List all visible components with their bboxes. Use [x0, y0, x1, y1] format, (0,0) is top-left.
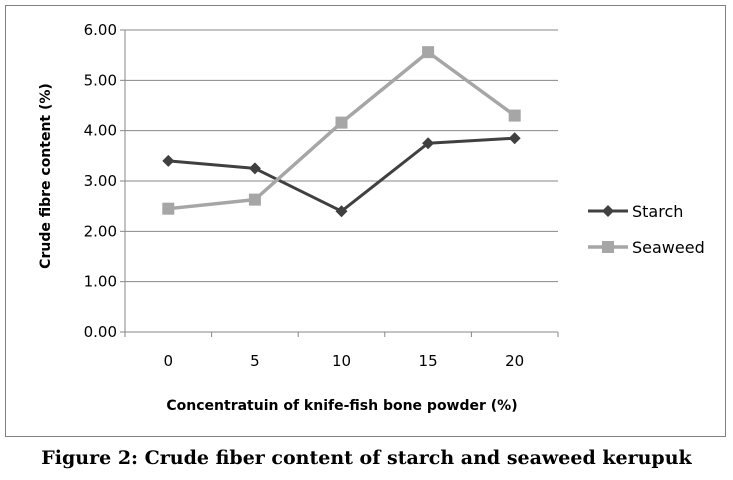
legend-label-starch: Starch — [632, 202, 683, 221]
data-point-starch — [508, 132, 521, 145]
data-point-seaweed — [162, 202, 175, 215]
line-chart: 0.00 1.00 2.00 3.00 4.00 5.00 6.00 0 5 10 15 20 St… — [38, 21, 705, 414]
x-tick-label: 0 — [164, 352, 174, 370]
axes — [120, 29, 559, 337]
y-tick-labels: 0.00 1.00 2.00 3.00 4.00 5.00 6.00 — [84, 21, 117, 341]
y-tick-label: 6.00 — [84, 21, 117, 39]
y-axis-title: Crude fibre content (%) — [38, 83, 54, 269]
x-tick-labels: 0 5 10 15 20 — [164, 352, 525, 370]
x-tick-label: 10 — [332, 352, 351, 370]
data-point-seaweed — [422, 46, 435, 59]
x-tick-label: 20 — [505, 352, 524, 370]
y-tick-label: 4.00 — [84, 122, 117, 140]
data-point-starch — [335, 205, 348, 218]
data-point-starch — [248, 162, 261, 175]
legend-marker-starch — [602, 205, 614, 217]
y-tick-label: 5.00 — [84, 71, 117, 89]
chart-frame: 0.00 1.00 2.00 3.00 4.00 5.00 6.00 0 5 10 15 20 St… — [5, 5, 726, 437]
data-point-starch — [422, 137, 435, 150]
data-point-seaweed — [508, 109, 521, 122]
series-group — [162, 46, 521, 218]
x-axis-title: Concentratuin of knife-fish bone powder … — [166, 398, 517, 414]
legend: Starch Seaweed — [588, 202, 705, 257]
y-tick-label: 2.00 — [84, 222, 117, 240]
data-point-seaweed — [248, 193, 261, 206]
data-point-starch — [162, 154, 175, 167]
series-line-starch — [168, 136, 515, 213]
data-point-seaweed — [335, 116, 348, 129]
figure-caption: Figure 2: Crude fiber content of starch … — [41, 447, 692, 469]
gridlines — [125, 29, 558, 283]
y-tick-label: 1.00 — [84, 273, 117, 291]
x-tick-label: 5 — [250, 352, 260, 370]
legend-label-seaweed: Seaweed — [632, 238, 705, 257]
y-tick-label: 3.00 — [84, 172, 117, 190]
x-tick-label: 15 — [419, 352, 438, 370]
legend-marker-seaweed — [602, 241, 614, 253]
y-tick-label: 0.00 — [84, 323, 117, 341]
